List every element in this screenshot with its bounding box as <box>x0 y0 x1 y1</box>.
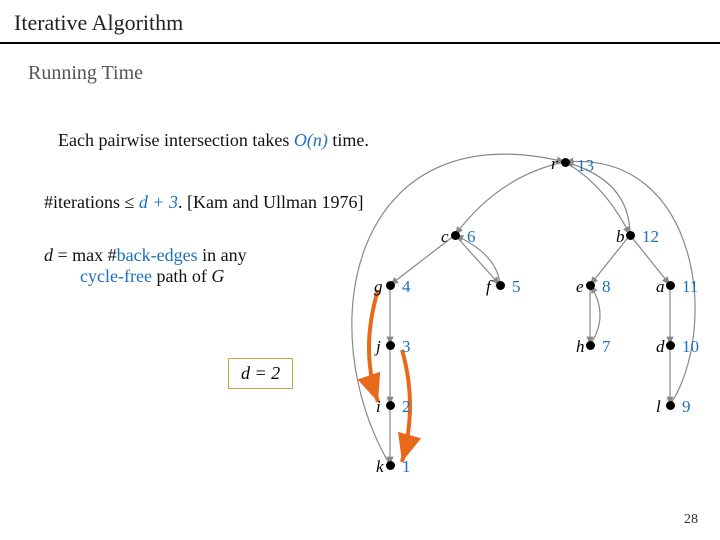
G-var: G <box>211 266 224 286</box>
node-label-g: g <box>374 277 383 297</box>
node-num-j: 3 <box>402 337 411 357</box>
node-num-c: 6 <box>467 227 476 247</box>
line-definition: d = max #back-edges in any cycle-free pa… <box>44 245 304 287</box>
graph-diagram: r 13 c6 b 12 g4 f 5 e8 a 11 j 3 h7 d 10 i 2 l 9 k1 <box>300 130 710 500</box>
node-a <box>666 281 675 290</box>
node-num-l: 9 <box>682 397 691 417</box>
node-i <box>386 401 395 410</box>
txt: #iterations ≤ <box>44 192 139 212</box>
node-f <box>496 281 505 290</box>
node-label-f: f <box>486 277 491 297</box>
node-c <box>451 231 460 240</box>
node-e <box>586 281 595 290</box>
subtitle: Running Time <box>0 44 720 85</box>
node-r <box>561 158 570 167</box>
cyclefree-term: cycle-free <box>80 266 152 286</box>
node-label-k: k <box>376 457 384 477</box>
node-num-b: 12 <box>642 227 659 247</box>
node-g <box>386 281 395 290</box>
node-label-b: b <box>616 227 625 247</box>
node-h <box>586 341 595 350</box>
bound: d + 3 <box>139 192 178 212</box>
node-num-e: 8 <box>602 277 611 297</box>
d-equals-box: d = 2 <box>228 358 293 389</box>
node-num-d: 10 <box>682 337 699 357</box>
backedges-term: back-edges <box>117 245 198 265</box>
graph-edges <box>300 130 710 500</box>
node-num-g: 4 <box>402 277 411 297</box>
node-d <box>666 341 675 350</box>
txt: in any <box>198 245 247 265</box>
node-num-k: 1 <box>402 457 411 477</box>
node-label-c: c <box>441 227 449 247</box>
txt: = max # <box>53 245 117 265</box>
node-j <box>386 341 395 350</box>
node-label-r: r <box>551 154 558 174</box>
node-num-i: 2 <box>402 397 411 417</box>
node-label-i: i <box>376 397 381 417</box>
node-l <box>666 401 675 410</box>
node-label-h: h <box>576 337 585 357</box>
txt: Each pairwise intersection takes <box>58 130 294 150</box>
node-label-j: j <box>376 337 381 357</box>
node-k <box>386 461 395 470</box>
node-label-l: l <box>656 397 661 417</box>
node-label-d: d <box>656 337 665 357</box>
txt: path of <box>152 266 211 286</box>
node-label-e: e <box>576 277 584 297</box>
node-num-h: 7 <box>602 337 611 357</box>
page-number: 28 <box>684 512 698 528</box>
d-var: d <box>44 245 53 265</box>
node-num-a: 11 <box>682 277 698 297</box>
node-num-r: 13 <box>577 156 594 176</box>
node-label-a: a <box>656 277 665 297</box>
node-num-f: 5 <box>512 277 521 297</box>
page-title: Iterative Algorithm <box>0 0 720 44</box>
node-b <box>626 231 635 240</box>
